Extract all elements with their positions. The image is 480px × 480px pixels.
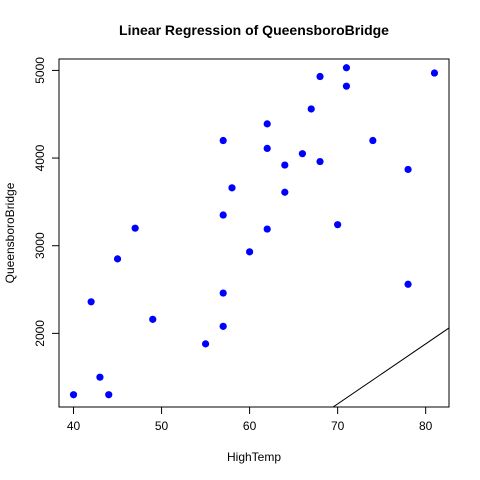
- data-point: [404, 165, 412, 174]
- data-point: [245, 248, 254, 256]
- x-tick-label: 60: [243, 419, 257, 433]
- data-point: [281, 161, 289, 169]
- plot-area: 40 50 60 70 80 2000 3000 4000 5000: [33, 57, 450, 433]
- data-point: [334, 221, 342, 229]
- data-point: [316, 72, 324, 81]
- data-point: [342, 64, 351, 72]
- data-point: [113, 255, 122, 263]
- x-tick-label: 40: [67, 419, 81, 433]
- data-point: [201, 340, 210, 348]
- chart-title: Linear Regression of QueensboroBridge: [119, 22, 389, 38]
- data-point: [263, 120, 271, 128]
- plot-frame: [58, 58, 450, 408]
- data-point: [228, 184, 236, 192]
- data-point: [105, 391, 113, 399]
- regression-line: [332, 327, 449, 407]
- data-point: [342, 82, 351, 90]
- data-point: [69, 391, 78, 399]
- x-axis-label: HighTemp: [227, 450, 281, 464]
- data-point: [219, 289, 227, 297]
- data-point: [87, 298, 95, 306]
- y-tick-label: 5000: [33, 57, 47, 84]
- data-point: [131, 224, 139, 232]
- data-point: [369, 136, 377, 145]
- data-point: [404, 280, 412, 288]
- data-point: [307, 105, 315, 113]
- data-point: [149, 315, 157, 323]
- y-tick-label: 2000: [33, 320, 47, 347]
- data-point: [281, 188, 289, 196]
- data-point: [219, 136, 227, 145]
- data-point: [298, 150, 307, 158]
- y-tick-label: 4000: [33, 144, 47, 171]
- x-tick-label: 50: [155, 419, 169, 433]
- data-point: [219, 322, 227, 330]
- data-point: [316, 157, 324, 166]
- data-point: [96, 373, 104, 381]
- x-tick-label: 70: [331, 419, 345, 433]
- data-point: [263, 144, 271, 153]
- data-point: [263, 225, 271, 233]
- y-tick-label: 3000: [33, 232, 47, 259]
- x-tick-label: 80: [419, 419, 433, 433]
- data-point: [430, 69, 439, 77]
- y-axis-label: QueensboroBridge: [3, 182, 17, 283]
- data-point: [219, 211, 227, 219]
